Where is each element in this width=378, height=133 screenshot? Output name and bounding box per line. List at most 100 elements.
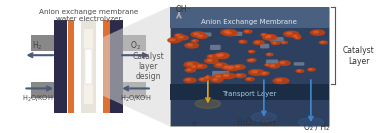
Circle shape <box>321 42 324 43</box>
Circle shape <box>261 34 268 36</box>
FancyBboxPatch shape <box>270 37 284 42</box>
FancyBboxPatch shape <box>54 20 67 113</box>
Text: H$_2$O/KOH: H$_2$O/KOH <box>120 93 151 103</box>
Circle shape <box>194 33 199 35</box>
Circle shape <box>195 99 220 108</box>
Circle shape <box>211 78 223 82</box>
Circle shape <box>247 78 250 79</box>
Text: Catalyst
Layer: Catalyst Layer <box>343 46 375 66</box>
Circle shape <box>184 62 199 67</box>
Circle shape <box>187 69 191 70</box>
Circle shape <box>291 34 301 38</box>
Circle shape <box>176 35 179 36</box>
Circle shape <box>213 79 217 80</box>
Circle shape <box>246 78 254 81</box>
Circle shape <box>278 61 290 65</box>
Circle shape <box>244 30 252 33</box>
Text: Anion Exchange Membrane: Anion Exchange Membrane <box>201 19 297 25</box>
Circle shape <box>250 51 252 52</box>
Circle shape <box>192 40 198 42</box>
FancyBboxPatch shape <box>123 82 146 98</box>
Circle shape <box>224 31 237 36</box>
FancyBboxPatch shape <box>31 82 54 98</box>
Circle shape <box>267 36 271 37</box>
Circle shape <box>265 64 271 66</box>
Circle shape <box>262 73 265 74</box>
Circle shape <box>287 32 292 34</box>
Circle shape <box>177 36 188 40</box>
Circle shape <box>284 31 299 37</box>
Circle shape <box>201 79 204 80</box>
FancyBboxPatch shape <box>266 59 278 65</box>
FancyBboxPatch shape <box>210 45 221 50</box>
Circle shape <box>214 74 226 79</box>
Circle shape <box>276 79 282 81</box>
Circle shape <box>239 40 247 43</box>
Circle shape <box>206 77 209 78</box>
Circle shape <box>266 53 273 56</box>
Circle shape <box>196 64 207 68</box>
Circle shape <box>228 66 233 68</box>
Circle shape <box>224 66 228 68</box>
Circle shape <box>271 65 275 66</box>
Circle shape <box>282 42 285 43</box>
Circle shape <box>214 53 229 59</box>
Text: Anion exchange membrane
water electrolyzer: Anion exchange membrane water electrolyz… <box>39 9 138 22</box>
Text: H$_2$O/KOH: H$_2$O/KOH <box>22 93 53 103</box>
Circle shape <box>221 73 235 79</box>
FancyBboxPatch shape <box>170 84 329 100</box>
FancyBboxPatch shape <box>123 35 146 51</box>
Circle shape <box>198 35 202 37</box>
Circle shape <box>216 76 220 77</box>
Circle shape <box>223 74 229 76</box>
FancyBboxPatch shape <box>195 32 211 36</box>
Circle shape <box>214 63 227 68</box>
Circle shape <box>271 41 280 45</box>
Circle shape <box>179 36 183 38</box>
Circle shape <box>249 60 251 61</box>
Circle shape <box>222 65 233 70</box>
Circle shape <box>196 34 208 38</box>
Circle shape <box>193 40 195 41</box>
Circle shape <box>293 35 297 36</box>
Polygon shape <box>103 7 170 126</box>
Circle shape <box>186 79 191 80</box>
Circle shape <box>226 32 231 34</box>
Circle shape <box>280 62 285 63</box>
Circle shape <box>192 66 195 67</box>
Circle shape <box>319 41 327 44</box>
Circle shape <box>247 59 255 62</box>
Circle shape <box>235 74 246 78</box>
Circle shape <box>308 68 315 71</box>
Circle shape <box>298 118 324 127</box>
FancyBboxPatch shape <box>232 32 242 36</box>
Circle shape <box>204 76 212 80</box>
Circle shape <box>248 50 255 53</box>
FancyBboxPatch shape <box>68 20 74 113</box>
Circle shape <box>240 41 243 42</box>
FancyBboxPatch shape <box>294 62 304 66</box>
Circle shape <box>297 70 300 71</box>
Circle shape <box>204 58 218 63</box>
Circle shape <box>170 39 175 41</box>
Circle shape <box>216 53 229 58</box>
FancyBboxPatch shape <box>170 7 329 126</box>
Circle shape <box>219 54 223 56</box>
Circle shape <box>175 34 183 37</box>
Circle shape <box>191 32 205 37</box>
Circle shape <box>265 36 270 38</box>
Circle shape <box>198 65 202 67</box>
Circle shape <box>256 41 259 43</box>
Circle shape <box>263 35 277 40</box>
Circle shape <box>225 65 240 71</box>
Circle shape <box>309 69 312 70</box>
Circle shape <box>281 41 287 44</box>
Circle shape <box>249 70 264 75</box>
Text: e⁻: e⁻ <box>192 119 201 128</box>
Circle shape <box>217 64 222 66</box>
FancyBboxPatch shape <box>170 7 329 28</box>
FancyBboxPatch shape <box>212 71 229 77</box>
Circle shape <box>296 37 298 38</box>
Circle shape <box>209 56 212 57</box>
Circle shape <box>264 72 266 73</box>
